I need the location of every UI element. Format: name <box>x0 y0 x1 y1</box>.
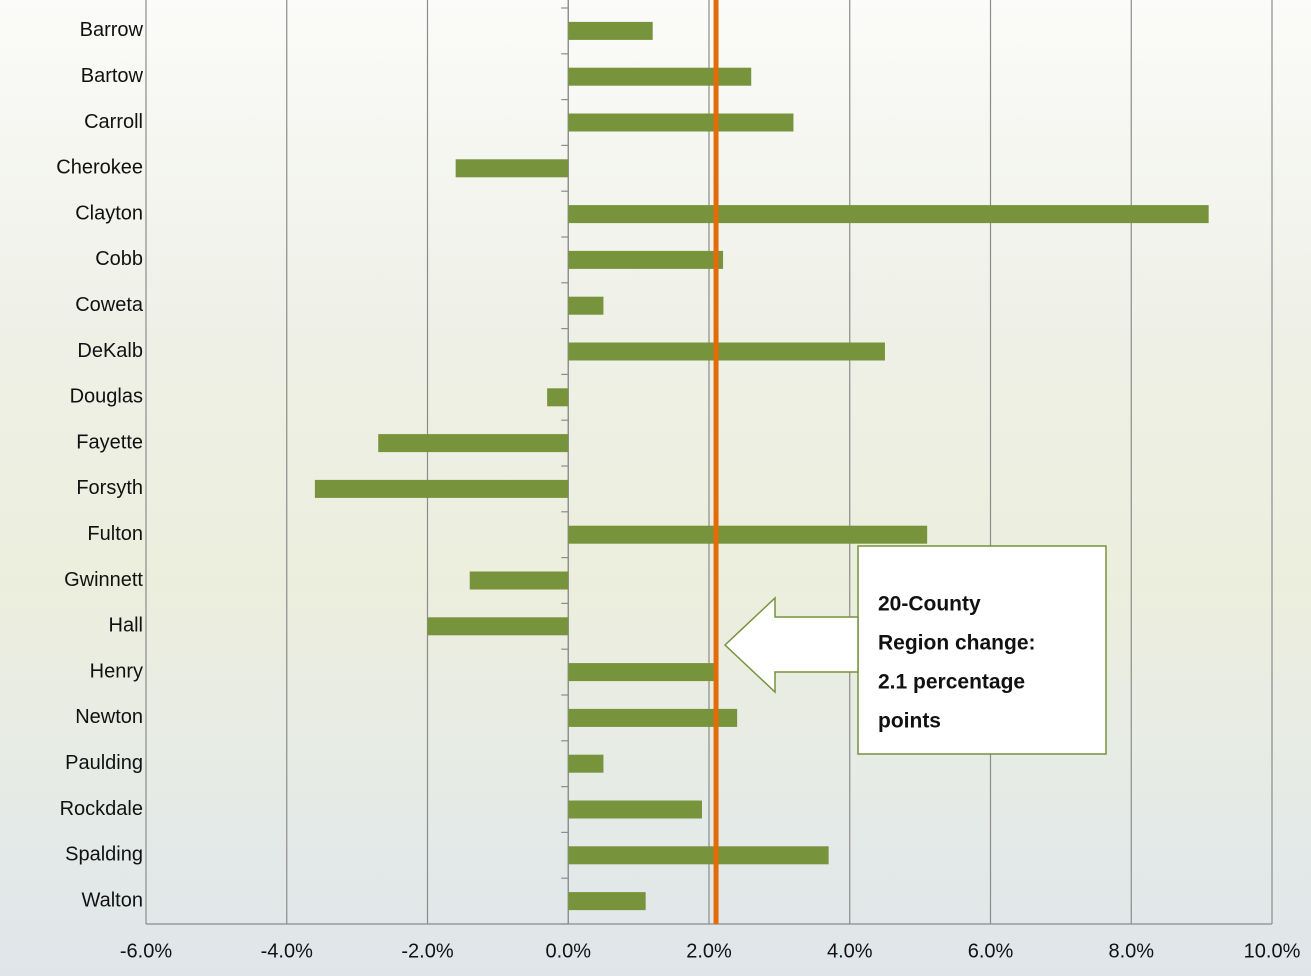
bar <box>568 113 794 132</box>
y-tick-label: Forsyth <box>76 477 143 499</box>
x-tick-label: -6.0% <box>120 940 172 962</box>
annotation-text: points <box>878 710 941 733</box>
annotation-box <box>857 545 1107 755</box>
bar <box>568 205 1209 224</box>
y-tick-label: Fayette <box>76 431 143 453</box>
bar <box>568 800 702 819</box>
y-tick-label: Douglas <box>70 386 143 408</box>
bar <box>568 67 752 86</box>
y-tick-label: Coweta <box>75 294 144 316</box>
y-tick-label: Clayton <box>75 202 143 224</box>
y-tick-label: Cherokee <box>56 157 143 179</box>
bar <box>568 342 885 361</box>
grid <box>145 0 1273 925</box>
y-tick-label: Hall <box>109 615 143 637</box>
y-tick-label: DeKalb <box>77 340 143 362</box>
x-tick-label: 2.0% <box>686 940 732 962</box>
bar <box>378 434 569 453</box>
bar <box>568 846 829 865</box>
x-tick-label: 6.0% <box>968 940 1014 962</box>
y-tick-label: Rockdale <box>60 798 143 820</box>
annotation: 20-County Region change: 2.1 percentage poi… <box>723 545 1107 755</box>
x-tick-label: -4.0% <box>261 940 313 962</box>
annotation-text: 20-County <box>878 593 981 616</box>
x-tick-label: 10.0% <box>1244 940 1301 962</box>
bar <box>455 159 569 178</box>
bar <box>568 892 646 911</box>
bar <box>568 525 928 544</box>
y-tick-label: Walton <box>81 889 143 911</box>
y-tick-label: Carroll <box>84 111 143 133</box>
labels: -6.0% -4.0% -2.0% 0.0% 2.0% 4.0% 6.0% 8.0% 10.0%… <box>56 19 1300 962</box>
bar <box>427 617 569 636</box>
y-tick-label: Bartow <box>81 65 144 87</box>
x-tick-label: 4.0% <box>827 940 873 962</box>
bar <box>568 708 738 727</box>
x-tick-label: -2.0% <box>401 940 453 962</box>
bar <box>568 21 653 40</box>
annotation-text: Region change: <box>878 632 1036 655</box>
bar <box>568 663 717 682</box>
y-tick-label: Cobb <box>95 248 143 270</box>
x-tick-label: 0.0% <box>545 940 591 962</box>
annotation-text: 2.1 percentage <box>878 671 1025 694</box>
y-tick-label: Henry <box>90 660 143 682</box>
bar <box>314 479 569 498</box>
y-tick-label: Barrow <box>80 19 144 41</box>
bar <box>469 571 569 590</box>
bar <box>547 388 569 407</box>
annotation-arrow <box>723 596 859 694</box>
y-tick-label: Gwinnett <box>64 569 143 591</box>
y-tick-label: Spalding <box>65 844 143 866</box>
bar <box>568 296 604 315</box>
bars <box>314 0 1209 924</box>
bar <box>568 250 724 269</box>
y-tick-label: Paulding <box>65 752 143 774</box>
y-tick-label: Fulton <box>87 523 143 545</box>
x-tick-label: 8.0% <box>1108 940 1154 962</box>
y-tick-label: Newton <box>75 706 143 728</box>
bar <box>568 754 604 773</box>
